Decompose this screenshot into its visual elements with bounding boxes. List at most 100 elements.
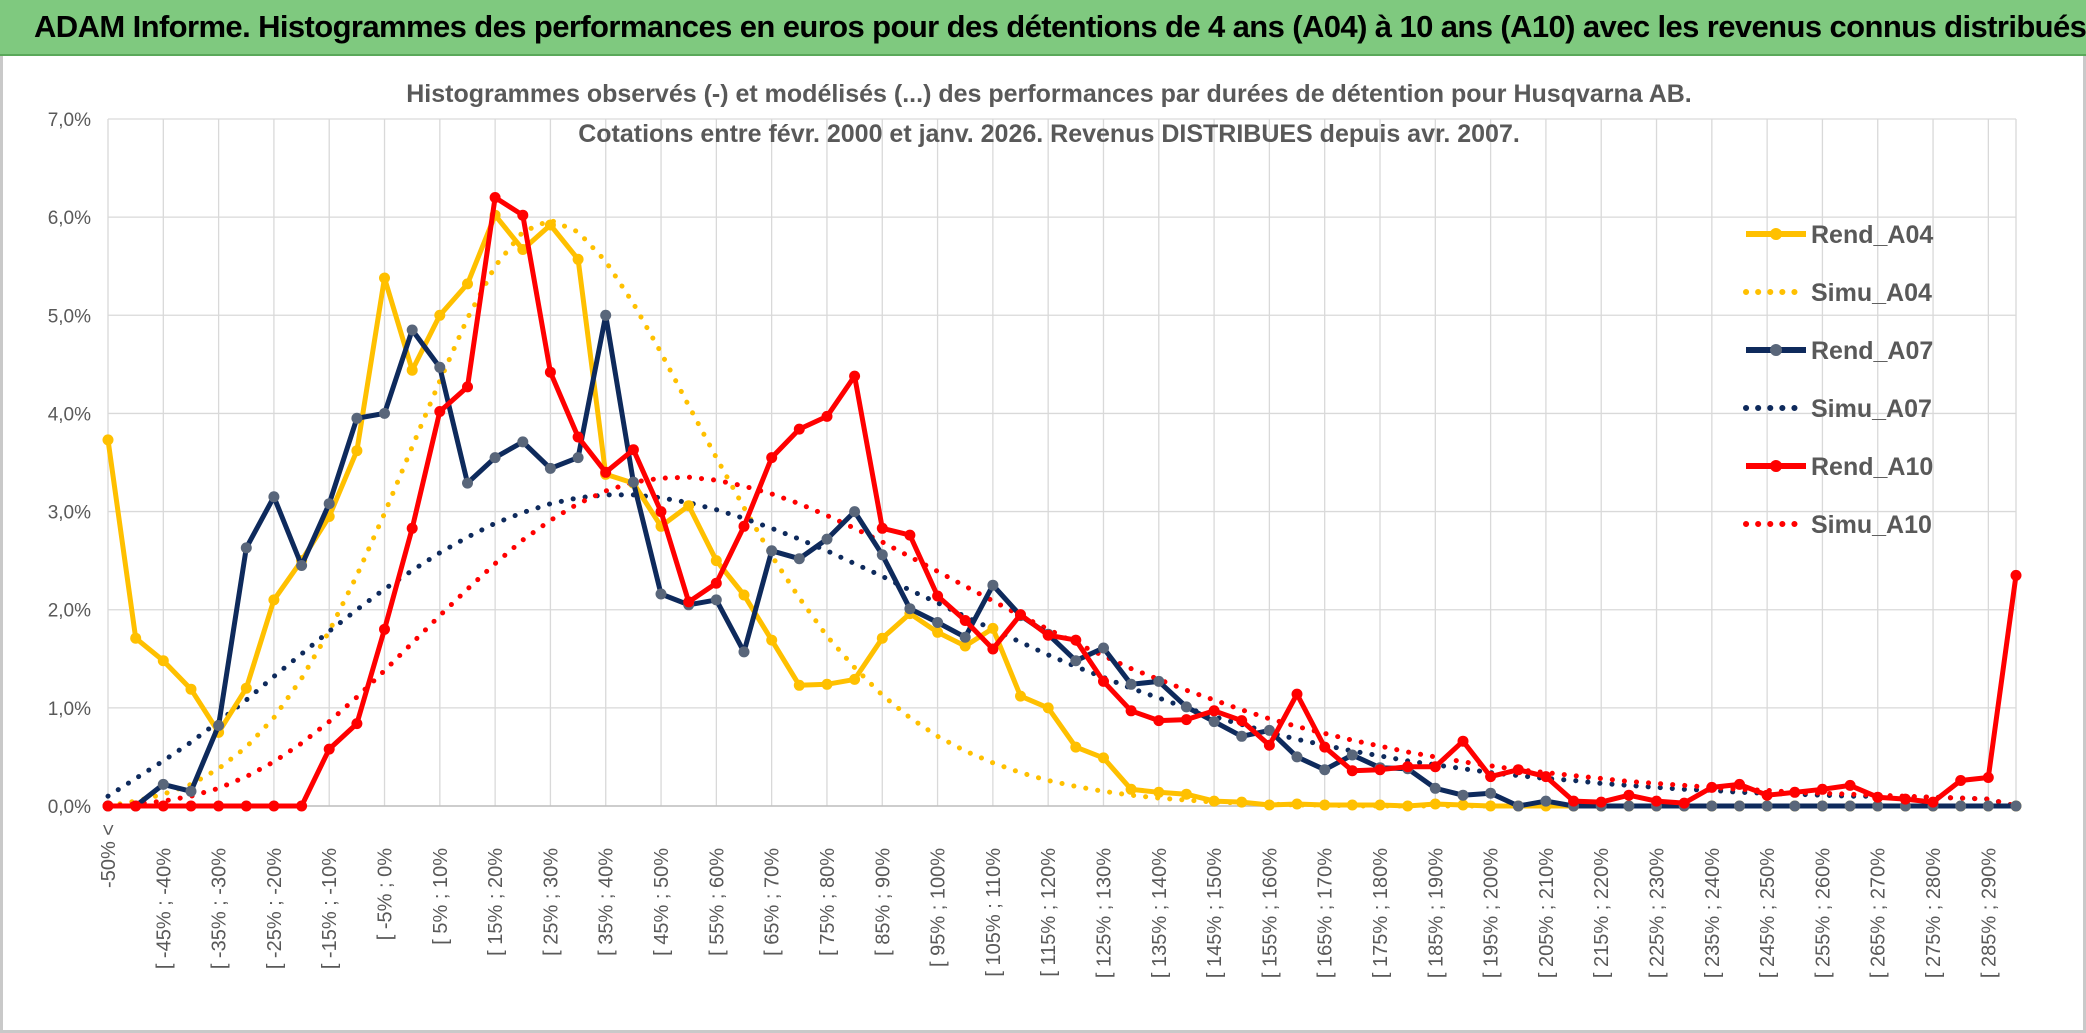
data-point — [489, 452, 501, 464]
data-point — [1319, 799, 1331, 811]
chart-subtitle-line-1: Histogrammes observés (-) et modélisés (… — [406, 80, 1692, 108]
legend-label: Simu_A10 — [1811, 511, 1932, 539]
data-point — [738, 589, 750, 601]
data-point — [987, 622, 999, 634]
data-point — [1872, 791, 1884, 803]
data-point — [185, 785, 197, 797]
data-point — [1955, 800, 1967, 812]
data-point — [1982, 800, 1994, 812]
data-point — [1789, 800, 1801, 812]
data-point — [1153, 675, 1165, 687]
x-tick-label: [ 285% ; 290% — [1978, 848, 2000, 978]
data-point — [1070, 655, 1082, 667]
data-point — [517, 244, 529, 255]
series-rend-a04 — [102, 209, 2022, 812]
x-tick-label: [ 225% ; 230% — [1647, 848, 1669, 978]
data-point — [1374, 799, 1386, 811]
legend-item-simu-a10: Simu_A10 — [1743, 511, 1932, 539]
data-point — [379, 272, 390, 284]
x-tick-label: [ 145% ; 150% — [1204, 848, 1226, 978]
data-point — [1291, 688, 1303, 700]
legend-marker — [1770, 460, 1782, 472]
x-tick-label: [ 155% ; 160% — [1259, 848, 1281, 978]
x-tick-label: [ 135% ; 140% — [1149, 848, 1171, 978]
data-point — [876, 549, 888, 561]
data-point — [462, 381, 473, 393]
legend-marker — [1770, 228, 1782, 240]
data-point — [351, 445, 363, 457]
data-point — [1872, 800, 1884, 812]
data-point — [1844, 779, 1856, 791]
data-point — [1098, 752, 1109, 764]
data-point — [130, 632, 142, 644]
data-point — [544, 219, 556, 231]
data-point — [683, 500, 695, 512]
data-point — [1291, 798, 1303, 810]
legend-marker — [1770, 344, 1782, 356]
legend-item-simu-a07: Simu_A07 — [1743, 395, 1932, 423]
data-point — [876, 522, 888, 534]
report-banner: ADAM Informe. Histogrammes des performan… — [0, 0, 2086, 56]
data-point — [213, 800, 225, 812]
data-point — [213, 720, 225, 731]
data-point — [268, 491, 280, 503]
data-point — [1236, 715, 1248, 727]
legend-item-simu-a04: Simu_A04 — [1743, 279, 1932, 307]
data-point — [1761, 789, 1773, 801]
data-point — [130, 800, 142, 812]
data-point — [434, 361, 446, 373]
data-point — [185, 683, 197, 695]
x-tick-label: [ 85% ; 90% — [872, 848, 894, 956]
data-point — [489, 192, 501, 203]
data-point — [793, 553, 805, 565]
data-point — [849, 673, 861, 685]
data-point — [766, 634, 778, 646]
data-point — [1706, 800, 1718, 812]
data-point — [1540, 795, 1552, 807]
series-line — [105, 217, 2019, 809]
data-point — [323, 498, 335, 510]
x-tick-label: [ 75% ; 80% — [817, 848, 839, 956]
data-point — [821, 678, 833, 690]
data-point — [1374, 764, 1386, 776]
x-tick-label: [ -15% ; -10% — [319, 848, 341, 969]
data-point — [1153, 786, 1165, 798]
data-point — [932, 590, 944, 602]
data-point — [1402, 800, 1414, 812]
data-point — [1429, 782, 1441, 794]
data-point — [296, 560, 308, 571]
data-point — [379, 623, 390, 635]
series-line — [105, 492, 2019, 809]
data-point — [1346, 749, 1358, 761]
data-point — [1042, 702, 1054, 714]
data-point — [904, 529, 916, 541]
data-point — [1042, 629, 1054, 641]
x-tick-label: [ 165% ; 170% — [1315, 848, 1337, 978]
legend-item-rend-a04: Rend_A04 — [1746, 221, 1933, 249]
x-tick-label: [ 15% ; 20% — [485, 848, 507, 956]
data-point — [351, 412, 363, 424]
data-point — [1816, 800, 1828, 812]
x-tick-label: -50% < — [98, 824, 120, 888]
data-point — [766, 452, 778, 464]
data-point — [2010, 800, 2022, 812]
legend-label: Rend_A10 — [1811, 453, 1933, 481]
data-point — [1263, 739, 1275, 751]
data-point — [1955, 775, 1967, 786]
y-tick-label: 6,0% — [48, 208, 91, 229]
data-point — [1512, 800, 1524, 812]
data-point — [627, 444, 639, 456]
data-point — [572, 452, 584, 464]
data-point — [406, 364, 418, 376]
data-point — [1568, 795, 1580, 807]
x-axis-ticks: -50% < [ -45% ; -40% [ -35% ; -30% [ -25% ;… — [98, 824, 2000, 978]
data-point — [268, 594, 280, 606]
series-line — [105, 195, 2019, 809]
data-point — [517, 436, 529, 448]
data-point — [2010, 569, 2022, 581]
x-tick-label: [ 105% ; 110% — [983, 848, 1005, 977]
data-point — [1125, 783, 1137, 795]
x-tick-label: [ 185% ; 190% — [1425, 848, 1447, 978]
data-point — [1208, 705, 1220, 717]
series-rend-a07 — [102, 309, 2022, 812]
